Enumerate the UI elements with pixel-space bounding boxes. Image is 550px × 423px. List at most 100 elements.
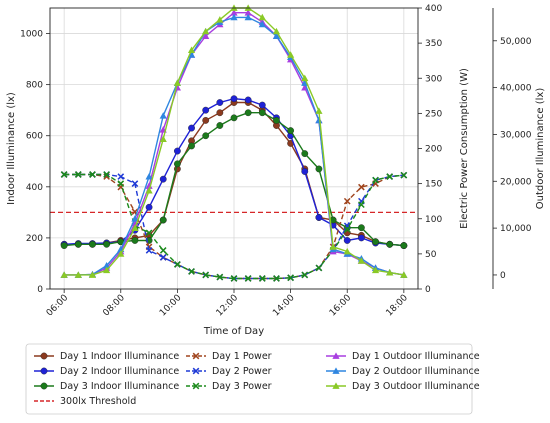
data-point	[159, 254, 167, 261]
legend-item-300lx-threshold: 300lx Threshold	[34, 396, 136, 407]
data-point	[258, 275, 266, 282]
data-point	[371, 266, 380, 274]
series-day-3-power	[60, 171, 408, 282]
data-point	[74, 171, 82, 178]
legend-label: 300lx Threshold	[60, 396, 136, 407]
power-y-tick-label: 50	[425, 250, 437, 260]
legend-item-day-1-outdoor-illuminance: Day 1 Outdoor Illuminance	[326, 351, 480, 362]
data-point	[60, 271, 68, 278]
grid	[50, 8, 418, 290]
data-point	[60, 171, 68, 178]
data-point	[159, 112, 167, 119]
data-point	[187, 46, 196, 54]
data-point	[244, 96, 252, 104]
x-tick-label: 12:00	[215, 293, 241, 319]
data-point	[131, 224, 139, 231]
x-tick-label: 14:00	[271, 293, 297, 319]
legend-item-day-2-indoor-illuminance: Day 2 Indoor Illuminance	[34, 366, 179, 377]
legend-marker	[40, 382, 48, 390]
legend-label: Day 3 Outdoor Illuminance	[352, 381, 480, 392]
legend-item-day-3-outdoor-illuminance: Day 3 Outdoor Illuminance	[326, 381, 480, 392]
legend-label: Day 2 Outdoor Illuminance	[352, 366, 480, 377]
data-point	[103, 266, 111, 274]
data-point	[230, 9, 238, 16]
data-point	[357, 224, 365, 232]
data-point	[89, 171, 96, 178]
data-point	[159, 175, 167, 183]
data-point	[103, 171, 110, 178]
data-point	[386, 269, 394, 276]
legend-marker	[332, 382, 340, 389]
data-point	[287, 127, 295, 135]
left-y-tick-label: 0	[37, 285, 43, 295]
data-point	[400, 242, 408, 249]
data-point	[117, 173, 125, 180]
data-point	[188, 268, 195, 275]
legend-item-day-3-power: Day 3 Power	[186, 381, 272, 392]
legend-marker	[192, 367, 200, 375]
data-point	[358, 201, 365, 209]
data-point	[301, 74, 309, 82]
series-day-3-indoor-illuminance	[60, 109, 408, 249]
x-tick-label: 16:00	[328, 293, 354, 319]
data-point	[315, 214, 323, 221]
data-point	[273, 117, 280, 124]
data-point	[202, 106, 210, 114]
data-point	[258, 13, 266, 21]
data-point	[287, 51, 295, 58]
data-point	[188, 124, 195, 132]
data-point	[216, 16, 224, 23]
data-point	[343, 225, 351, 233]
legend-item-day-1-indoor-illuminance: Day 1 Indoor Illuminance	[34, 351, 179, 362]
x-axis-title: Time of Day	[203, 326, 264, 337]
legend-marker	[40, 367, 48, 375]
legend-item-day-3-indoor-illuminance: Day 3 Indoor Illuminance	[34, 381, 179, 392]
legend-label: Day 3 Power	[212, 381, 272, 392]
data-point	[89, 240, 96, 248]
left-y-tick-label: 600	[26, 132, 43, 142]
data-point	[301, 150, 309, 158]
legend-marker	[192, 382, 200, 390]
power-y-axis-title: Electric Power Consumption (W)	[459, 68, 470, 229]
legend-label: Day 2 Power	[212, 366, 272, 377]
outdoor-y-tick-label: 10,000	[500, 224, 532, 234]
data-point	[145, 229, 153, 237]
data-point	[230, 13, 238, 21]
data-point	[202, 117, 210, 124]
data-point	[301, 168, 309, 175]
left-y-tick-label: 800	[26, 81, 43, 91]
data-point	[145, 247, 153, 254]
power-y-tick-label: 300	[425, 74, 442, 84]
data-point	[145, 182, 153, 189]
data-point	[343, 197, 351, 205]
data-point	[230, 275, 238, 282]
data-point	[258, 101, 266, 109]
legend-label: Day 3 Indoor Illuminance	[60, 381, 179, 392]
data-point	[357, 234, 365, 242]
data-point	[272, 32, 281, 39]
data-point	[74, 240, 82, 248]
data-point	[343, 247, 351, 255]
data-point	[174, 261, 181, 268]
data-point	[244, 275, 252, 282]
x-tick-label: 18:00	[385, 293, 411, 319]
data-point	[244, 9, 252, 16]
data-point	[301, 271, 309, 279]
data-point	[372, 238, 379, 246]
data-point	[187, 51, 196, 58]
data-point	[103, 261, 111, 269]
axes: 06:00 08:00 10:00 12:00 14:00 16:00 18:00 Time …	[6, 4, 546, 337]
plot-series	[50, 4, 418, 282]
legend-marker	[40, 352, 48, 360]
data-point	[329, 243, 337, 250]
data-point	[216, 122, 224, 129]
data-point	[301, 79, 309, 86]
data-point	[159, 216, 167, 224]
data-point	[173, 79, 181, 86]
x-tick-label: 08:00	[101, 293, 127, 319]
data-point	[159, 135, 167, 143]
left-y-tick-label: 400	[26, 183, 43, 193]
data-point	[202, 132, 210, 140]
